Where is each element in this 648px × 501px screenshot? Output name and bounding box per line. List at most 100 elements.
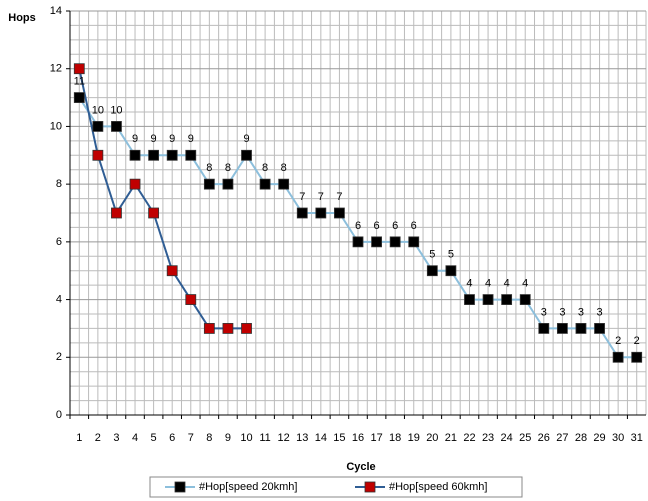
marker [352, 236, 364, 248]
legend-box [149, 476, 523, 498]
marker [556, 323, 568, 334]
marker [445, 265, 457, 277]
legend-marker [364, 481, 376, 493]
marker [166, 149, 178, 161]
marker [222, 178, 234, 190]
data-label: 4 [504, 277, 510, 289]
marker [203, 323, 215, 334]
x-axis-title: Cycle [346, 461, 375, 473]
data-label: 9 [169, 133, 175, 145]
x-tick-label: 5 [151, 432, 157, 444]
data-label: 3 [541, 306, 547, 318]
marker [315, 207, 327, 219]
data-label: 9 [132, 133, 138, 145]
data-label: 9 [188, 133, 194, 145]
y-tick-label: 0 [56, 409, 62, 421]
x-tick-label: 3 [113, 432, 119, 444]
y-tick-label: 6 [56, 236, 62, 248]
marker [408, 236, 420, 248]
x-tick-label: 8 [206, 432, 212, 444]
legend-marker [174, 481, 186, 493]
marker [73, 63, 85, 75]
x-tick-label: 25 [519, 432, 531, 444]
x-tick-label: 7 [188, 432, 194, 444]
data-label: 3 [578, 306, 584, 318]
x-tick-label: 18 [389, 432, 401, 444]
data-label: 2 [634, 335, 640, 347]
data-label: 3 [596, 306, 602, 318]
marker [241, 149, 252, 161]
data-label: 6 [392, 220, 398, 232]
y-tick-label: 4 [56, 293, 62, 305]
marker [259, 178, 271, 190]
marker [426, 265, 438, 277]
x-tick-label: 28 [575, 432, 587, 444]
marker [389, 236, 401, 248]
marker [482, 294, 494, 305]
data-label: 8 [225, 162, 231, 174]
marker [594, 323, 605, 334]
data-label: 7 [299, 191, 305, 203]
marker [185, 294, 197, 305]
data-label: 6 [374, 220, 380, 232]
x-tick-label: 14 [315, 432, 327, 444]
data-label: 9 [151, 133, 157, 145]
marker [148, 149, 160, 161]
marker [148, 207, 160, 219]
marker [278, 178, 290, 190]
x-tick-label: 9 [225, 432, 231, 444]
data-label: 7 [336, 191, 342, 203]
marker [111, 121, 122, 132]
x-tick-label: 10 [240, 432, 252, 444]
y-axis-title: Hops [8, 12, 36, 24]
x-tick-label: 30 [612, 432, 624, 444]
x-tick-label: 4 [132, 432, 138, 444]
marker [111, 207, 122, 219]
x-tick-label: 29 [593, 432, 605, 444]
y-tick-label: 2 [56, 351, 62, 363]
x-tick-label: 11 [259, 432, 270, 444]
data-label: 11 [74, 75, 85, 87]
x-tick-label: 16 [352, 432, 364, 444]
marker [222, 323, 234, 334]
marker [464, 294, 475, 305]
marker [538, 323, 550, 334]
x-tick-label: 6 [169, 432, 175, 444]
x-tick-label: 24 [501, 432, 513, 444]
data-label: 7 [318, 191, 324, 203]
x-tick-label: 22 [463, 432, 475, 444]
x-tick-label: 27 [556, 432, 568, 444]
marker [631, 351, 643, 363]
y-tick-label: 10 [50, 120, 62, 132]
marker [575, 323, 587, 334]
data-label: 4 [522, 277, 528, 289]
marker [73, 92, 85, 103]
x-tick-label: 13 [296, 432, 308, 444]
marker [166, 265, 178, 277]
x-tick-label: 26 [538, 432, 550, 444]
marker [129, 149, 141, 161]
x-tick-label: 17 [370, 432, 382, 444]
data-label: 5 [429, 249, 435, 261]
marker [185, 149, 197, 161]
x-tick-label: 15 [333, 432, 345, 444]
y-tick-label: 14 [50, 5, 62, 17]
x-tick-label: 19 [408, 432, 420, 444]
marker [92, 121, 104, 132]
data-label: 6 [355, 220, 361, 232]
x-tick-label: 2 [95, 432, 101, 444]
marker [241, 323, 252, 334]
x-tick-label: 21 [445, 432, 457, 444]
data-label: 9 [243, 133, 249, 145]
x-tick-label: 12 [278, 432, 290, 444]
data-label: 4 [466, 277, 472, 289]
marker [203, 178, 215, 190]
data-label: 10 [92, 104, 104, 116]
legend-label: #Hop[speed 20kmh] [199, 481, 297, 493]
x-tick-label: 20 [426, 432, 438, 444]
data-label: 5 [448, 249, 454, 261]
data-label: 6 [411, 220, 417, 232]
data-label: 8 [206, 162, 212, 174]
marker [334, 207, 345, 219]
